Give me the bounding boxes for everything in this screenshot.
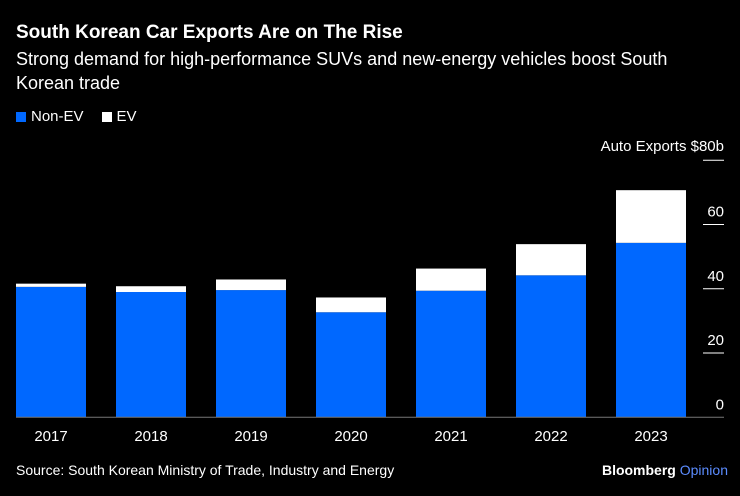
bar-ev-2018	[116, 286, 186, 293]
bar-ev-2023	[616, 190, 686, 243]
bar-ev-2019	[216, 279, 286, 291]
x-tick-label: 2019	[234, 428, 267, 445]
legend-swatch	[101, 111, 112, 122]
legend-item-non-ev: Non-EV	[16, 108, 84, 125]
legend-label: EV	[116, 108, 137, 125]
bar-ev-2021	[416, 268, 486, 291]
x-tick-label: 2020	[334, 428, 367, 445]
x-tick-label: 2018	[134, 428, 167, 445]
legend-swatch	[16, 111, 26, 122]
bar-ev-2020	[316, 297, 386, 313]
brand-suffix: Opinion	[679, 462, 728, 478]
chart-title: South Korean Car Exports Are on The Rise	[16, 22, 403, 43]
x-tick-label: 2022	[534, 428, 567, 445]
bar-non-ev-2021	[416, 290, 486, 418]
x-tick-label: 2021	[434, 428, 467, 445]
chart-subtitle: Strong demand for high-performance SUVs …	[16, 49, 668, 93]
bar-ev-2022	[516, 244, 586, 276]
bar-non-ev-2019	[216, 290, 286, 418]
source-note: Source: South Korean Ministry of Trade, …	[16, 462, 395, 478]
legend-item-ev: EV	[101, 108, 137, 125]
y-tick-label: 40	[707, 268, 724, 285]
legend: Non-EV EV	[16, 108, 137, 125]
y-axis-label: Auto Exports $80b	[601, 138, 724, 155]
x-tick-label: 2017	[34, 428, 67, 445]
x-tick-label: 2023	[634, 428, 667, 445]
bar-non-ev-2018	[116, 292, 186, 418]
brand-name: Bloomberg	[601, 462, 676, 478]
bar-non-ev-2023	[616, 242, 686, 418]
y-tick-label: 20	[707, 332, 724, 349]
legend-label: Non-EV	[31, 108, 84, 125]
bar-ev-2017	[16, 283, 86, 287]
y-tick-label: 0	[716, 396, 724, 413]
brand-logo: Bloomberg Opinion	[602, 462, 728, 478]
bar-non-ev-2020	[316, 312, 386, 418]
bar-non-ev-2022	[516, 275, 586, 418]
bar-non-ev-2017	[16, 286, 86, 418]
y-tick-label: 60	[707, 204, 724, 221]
